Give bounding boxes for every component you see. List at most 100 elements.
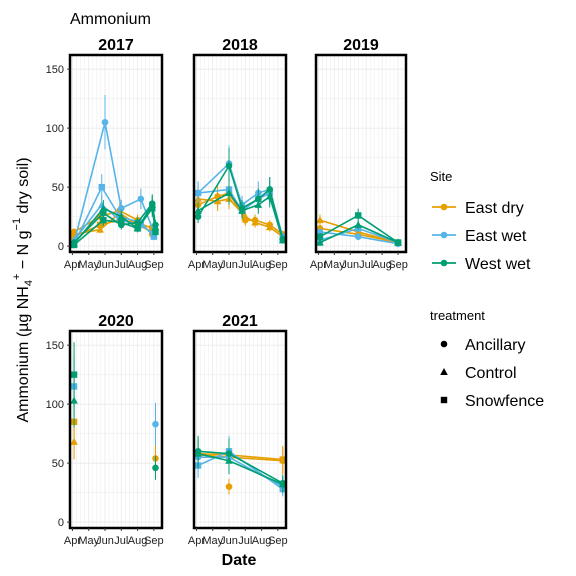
x-tick-label: Jul xyxy=(114,535,128,547)
data-point xyxy=(70,396,78,404)
x-tick-label: Jun xyxy=(96,259,114,271)
panel-background xyxy=(70,331,162,528)
data-point xyxy=(213,197,222,205)
data-point xyxy=(152,228,159,236)
chart-title: Ammonium xyxy=(70,11,151,28)
panel-border xyxy=(192,329,288,530)
data-point xyxy=(278,236,287,244)
data-point xyxy=(70,239,78,246)
data-point xyxy=(117,221,125,229)
y-tick-label: 150 xyxy=(46,64,64,76)
series-line xyxy=(73,201,157,244)
panel-border xyxy=(68,329,164,530)
x-tick-label: May xyxy=(324,259,345,271)
x-tick-label: Aug xyxy=(128,535,148,547)
y-tick-label: 0 xyxy=(58,517,64,529)
panel-border xyxy=(192,53,288,254)
legend-site-label: West wet xyxy=(465,256,531,273)
panel-background xyxy=(194,55,286,252)
x-tick-label: Jun xyxy=(96,535,114,547)
legend-site-label: East dry xyxy=(465,200,524,217)
data-point xyxy=(225,483,233,491)
x-tick-label: May xyxy=(202,535,223,547)
y-tick-label: 50 xyxy=(52,182,64,194)
y-tick-label: 100 xyxy=(46,123,64,135)
data-point xyxy=(152,464,159,472)
data-point xyxy=(194,449,202,457)
series-line xyxy=(197,191,284,241)
legend-site-label: East wet xyxy=(465,228,527,245)
y-tick-label: 100 xyxy=(46,399,64,411)
x-tick-label: Aug xyxy=(128,259,148,271)
panel-background xyxy=(194,331,286,528)
x-tick-label: Jun xyxy=(341,259,359,271)
x-tick-label: Sep xyxy=(144,259,164,271)
legend-shape-square xyxy=(440,396,448,404)
x-tick-label: Aug xyxy=(252,535,272,547)
legend-treatment-title: treatment xyxy=(430,308,485,323)
data-point xyxy=(394,238,402,246)
facet-title: 2019 xyxy=(343,37,379,54)
x-axis-title: Date xyxy=(222,552,257,569)
data-point xyxy=(316,238,324,246)
facet-title: 2020 xyxy=(98,313,134,330)
x-tick-label: Jun xyxy=(220,535,238,547)
y-axis-title: Ammonium (µg NH4+ − N g−1 dry soil) xyxy=(11,157,35,422)
data-point xyxy=(354,233,362,240)
x-tick-label: Aug xyxy=(372,259,392,271)
data-point xyxy=(134,225,141,232)
x-tick-label: Jul xyxy=(238,259,252,271)
x-tick-label: Apr xyxy=(188,259,205,271)
facet-title: 2017 xyxy=(98,37,134,54)
data-point xyxy=(254,200,263,208)
facet-title: 2021 xyxy=(222,313,258,330)
legend-shape-circle xyxy=(440,340,448,348)
data-point xyxy=(265,192,274,200)
data-point xyxy=(194,206,202,214)
x-tick-label: Jun xyxy=(220,259,238,271)
data-point xyxy=(98,183,105,191)
data-point xyxy=(225,162,233,170)
x-tick-label: Sep xyxy=(144,535,164,547)
data-point xyxy=(225,189,233,197)
data-point xyxy=(117,205,125,212)
legend-treatment-label: Control xyxy=(465,365,517,382)
x-tick-label: May xyxy=(202,259,223,271)
legend-key-point xyxy=(440,203,448,211)
legend-key-point xyxy=(440,259,448,267)
legend-treatment-label: Ancillary xyxy=(465,337,525,354)
x-tick-label: May xyxy=(78,259,99,271)
data-point xyxy=(279,456,286,463)
x-tick-label: Sep xyxy=(268,259,288,271)
data-point xyxy=(134,219,141,226)
y-tick-label: 150 xyxy=(46,340,64,352)
legend-site-title: Site xyxy=(430,169,452,184)
data-point xyxy=(96,221,104,229)
legend-shape-triangle xyxy=(440,368,448,375)
data-point xyxy=(316,216,324,224)
data-point xyxy=(238,206,246,214)
data-point xyxy=(148,200,156,207)
data-point xyxy=(101,118,109,126)
legend: Site East dry East wet West wet treatment Anc… xyxy=(430,169,544,410)
legend-treatment-label: Snowfence xyxy=(465,393,544,410)
data-point xyxy=(251,218,259,226)
x-tick-label: Apr xyxy=(64,259,81,271)
x-tick-label: Apr xyxy=(188,535,205,547)
y-tick-label: 0 xyxy=(58,241,64,253)
panel-border xyxy=(68,53,164,254)
data-point xyxy=(194,189,202,197)
x-tick-label: Jul xyxy=(359,259,373,271)
panel-background xyxy=(316,55,406,252)
facet-title: 2018 xyxy=(222,37,258,54)
x-tick-label: May xyxy=(78,535,99,547)
x-tick-label: Jul xyxy=(238,535,252,547)
data-point xyxy=(225,456,233,464)
data-point xyxy=(117,212,126,220)
legend-key-point xyxy=(440,231,448,239)
